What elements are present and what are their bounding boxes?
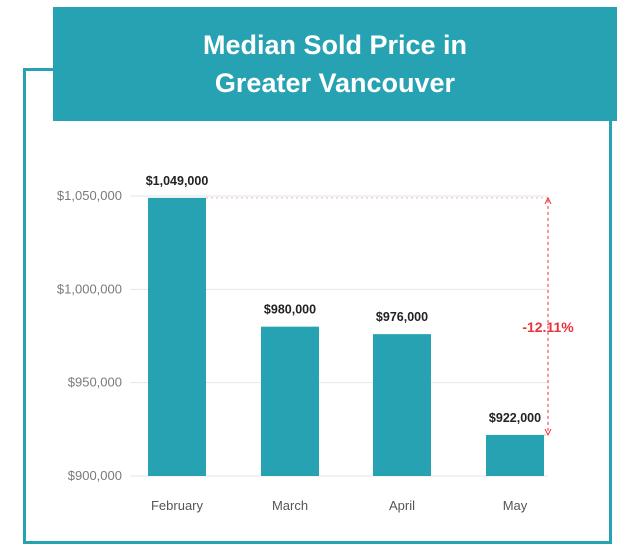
change-percent-label: -12.11% [522, 319, 574, 335]
change-annotation: -12.11% [522, 196, 574, 437]
data-label-march: $980,000 [264, 303, 316, 317]
bars [148, 197, 544, 476]
y-tick-label-0: $900,000 [68, 468, 122, 483]
y-tick-label-3: $1,050,000 [57, 188, 122, 203]
x-axis: February March April May [151, 498, 528, 513]
chart-title-line-1: Median Sold Price in [202, 30, 468, 60]
data-label-april: $976,000 [376, 310, 428, 324]
y-axis: $900,000 $950,000 $1,000,000 $1,050,000 [57, 188, 122, 483]
bar-may [486, 434, 544, 476]
bar-march [261, 326, 319, 476]
data-labels: $1,049,000 $980,000 $976,000 $922,000 [146, 174, 541, 425]
data-label-may: $922,000 [489, 411, 541, 425]
arrow-up-icon [544, 196, 552, 205]
arrow-down-icon [544, 428, 552, 437]
chart-title-line-2: Greater Vancouver [214, 68, 456, 98]
x-tick-label-february: February [151, 498, 204, 513]
data-label-february: $1,049,000 [146, 174, 209, 188]
bar-february [148, 197, 206, 476]
bar-april [373, 334, 431, 476]
y-tick-label-2: $1,000,000 [57, 281, 122, 296]
title-banner: Median Sold Price in Greater Vancouver [53, 7, 617, 121]
y-tick-label-1: $950,000 [68, 375, 122, 390]
x-tick-label-april: April [389, 498, 415, 513]
change-guides [206, 197, 548, 436]
x-tick-label-may: May [503, 498, 528, 513]
x-tick-label-march: March [272, 498, 308, 513]
